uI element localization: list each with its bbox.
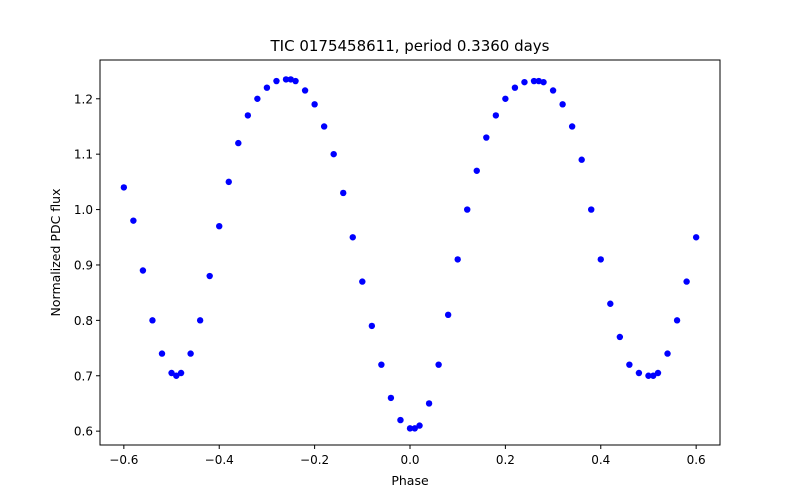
x-tick-label: 0.0: [400, 453, 419, 467]
y-tick-label: 1.1: [74, 148, 93, 162]
x-tick-label: 0.6: [687, 453, 706, 467]
data-point: [568, 123, 576, 130]
data-point: [559, 101, 566, 108]
data-point: [368, 322, 376, 330]
data-point: [578, 156, 585, 163]
data-point: [206, 272, 213, 280]
data-point: [168, 369, 175, 377]
data-point: [311, 101, 318, 108]
data-point: [626, 361, 633, 368]
data-point: [464, 206, 471, 213]
data-point: [416, 422, 423, 429]
data-point: [473, 167, 480, 174]
y-tick-label: 1.2: [74, 92, 93, 106]
y-axis-label: Normalized PDC flux: [48, 189, 63, 317]
x-tick-label: −0.6: [109, 453, 138, 467]
data-point: [521, 78, 528, 86]
plot-area-frame: [99, 59, 721, 446]
data-point: [435, 361, 442, 368]
x-tick-label: 0.4: [591, 453, 610, 467]
x-tick-label: 0.2: [496, 453, 515, 467]
chart-title: TIC 0175458611, period 0.3360 days: [269, 37, 549, 55]
data-point: [540, 78, 547, 86]
data-point: [664, 350, 671, 357]
data-point: [282, 76, 290, 83]
data-point: [225, 178, 232, 186]
data-point: [511, 84, 519, 91]
data-point: [244, 112, 252, 119]
data-point: [158, 350, 166, 357]
y-tick-label: 0.7: [74, 369, 93, 383]
y-axis-ticks: 0.6 0.7 0.8 0.9 1.0 1.1 1.2: [74, 92, 100, 439]
data-point: [292, 77, 299, 85]
data-point: [444, 311, 452, 319]
data-point: [692, 234, 700, 241]
data-point: [320, 123, 328, 130]
data-point: [549, 87, 557, 94]
data-point: [216, 222, 223, 230]
data-point: [120, 184, 128, 191]
data-point: [607, 300, 614, 307]
data-point: [359, 278, 366, 285]
data-point: [588, 206, 595, 213]
data-point: [149, 317, 156, 324]
data-point: [397, 416, 404, 424]
data-point: [530, 77, 538, 85]
data-point: [492, 112, 500, 119]
data-point: [645, 372, 652, 379]
data-points: [120, 76, 700, 432]
data-point: [378, 361, 385, 368]
data-point: [177, 369, 185, 377]
data-point: [235, 139, 242, 147]
x-axis-ticks: −0.6 −0.4 −0.2 0.0 0.2 0.4 0.6: [109, 445, 706, 467]
data-point: [635, 369, 643, 377]
y-tick-label: 0.6: [74, 425, 93, 439]
data-point: [273, 77, 280, 85]
data-point: [173, 372, 180, 379]
data-point: [130, 217, 137, 224]
data-point: [301, 87, 309, 94]
data-point: [650, 372, 657, 379]
y-tick-label: 1.0: [74, 203, 93, 217]
data-point: [425, 400, 433, 407]
data-point: [483, 134, 490, 141]
x-tick-label: −0.4: [205, 453, 234, 467]
data-point: [387, 394, 395, 402]
data-point: [254, 95, 261, 102]
y-tick-label: 0.8: [74, 314, 93, 328]
data-point: [616, 333, 624, 341]
data-point: [139, 267, 147, 274]
y-tick-label: 0.9: [74, 258, 93, 272]
data-point: [349, 234, 356, 241]
data-point: [196, 317, 204, 324]
x-tick-label: −0.2: [300, 453, 329, 467]
data-point: [454, 256, 461, 263]
data-point: [597, 256, 604, 263]
data-point: [502, 95, 509, 102]
data-point: [673, 317, 681, 324]
data-point: [683, 278, 690, 285]
data-point: [411, 425, 418, 432]
data-point: [654, 369, 662, 377]
data-point: [330, 150, 337, 158]
data-point: [406, 425, 414, 432]
x-axis-label: Phase: [391, 473, 429, 488]
data-point: [263, 84, 271, 91]
data-point: [340, 189, 347, 197]
data-point: [187, 350, 194, 357]
data-point: [535, 77, 542, 85]
